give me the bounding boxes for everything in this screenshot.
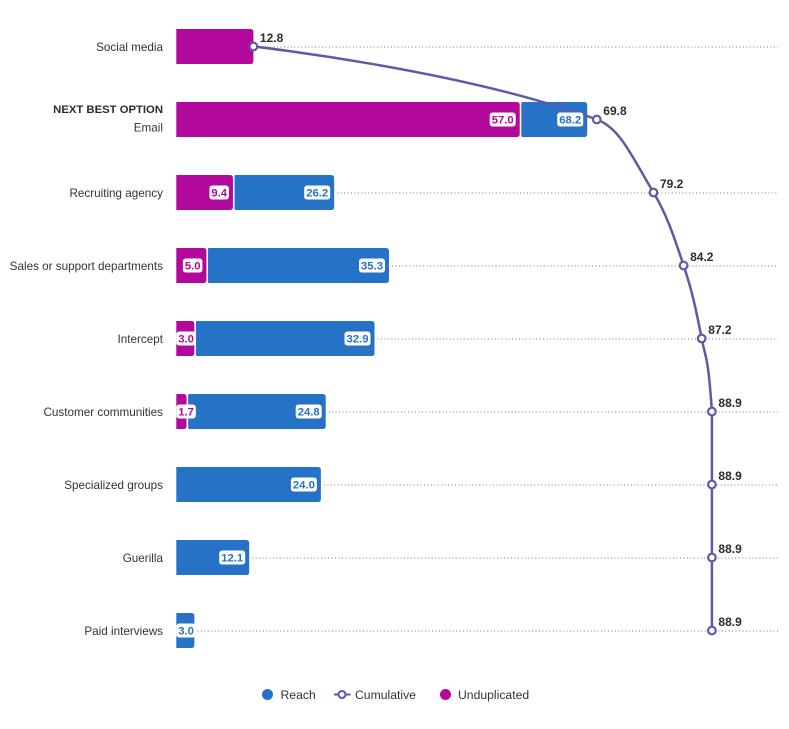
- svg-text:24.0: 24.0: [293, 480, 315, 492]
- svg-text:88.9: 88.9: [718, 396, 742, 410]
- svg-text:NEXT BEST OPTION: NEXT BEST OPTION: [53, 104, 163, 116]
- svg-text:87.2: 87.2: [708, 323, 732, 337]
- svg-text:Customer communities: Customer communities: [43, 406, 163, 419]
- svg-text:88.9: 88.9: [718, 469, 742, 483]
- svg-text:35.3: 35.3: [361, 261, 383, 273]
- svg-text:88.9: 88.9: [718, 542, 742, 556]
- svg-text:68.2: 68.2: [559, 115, 581, 127]
- svg-text:Guerilla: Guerilla: [123, 552, 164, 565]
- svg-text:24.8: 24.8: [298, 407, 320, 419]
- svg-text:3.0: 3.0: [178, 626, 194, 638]
- svg-text:3.0: 3.0: [178, 334, 194, 346]
- svg-text:Intercept: Intercept: [118, 333, 164, 346]
- svg-text:12.1: 12.1: [221, 553, 243, 565]
- svg-text:Recruiting agency: Recruiting agency: [69, 187, 163, 200]
- svg-text:26.2: 26.2: [306, 188, 328, 200]
- svg-text:Email: Email: [134, 122, 163, 135]
- svg-text:Specialized groups: Specialized groups: [64, 479, 163, 492]
- svg-text:Reach: Reach: [281, 688, 316, 702]
- svg-text:57.0: 57.0: [492, 115, 514, 127]
- svg-text:84.2: 84.2: [690, 250, 714, 264]
- svg-text:32.9: 32.9: [347, 334, 369, 346]
- svg-text:79.2: 79.2: [660, 177, 684, 191]
- svg-text:9.4: 9.4: [211, 188, 227, 200]
- svg-text:Sales or support departments: Sales or support departments: [10, 260, 163, 273]
- svg-text:5.0: 5.0: [185, 261, 201, 273]
- svg-text:Cumulative: Cumulative: [355, 688, 416, 702]
- svg-text:Social media: Social media: [96, 41, 163, 54]
- svg-text:Unduplicated: Unduplicated: [458, 688, 529, 702]
- svg-text:12.8: 12.8: [260, 31, 284, 45]
- svg-text:1.7: 1.7: [178, 407, 194, 419]
- svg-text:88.9: 88.9: [718, 615, 742, 629]
- svg-text:69.8: 69.8: [603, 104, 627, 118]
- svg-text:Paid interviews: Paid interviews: [84, 625, 163, 638]
